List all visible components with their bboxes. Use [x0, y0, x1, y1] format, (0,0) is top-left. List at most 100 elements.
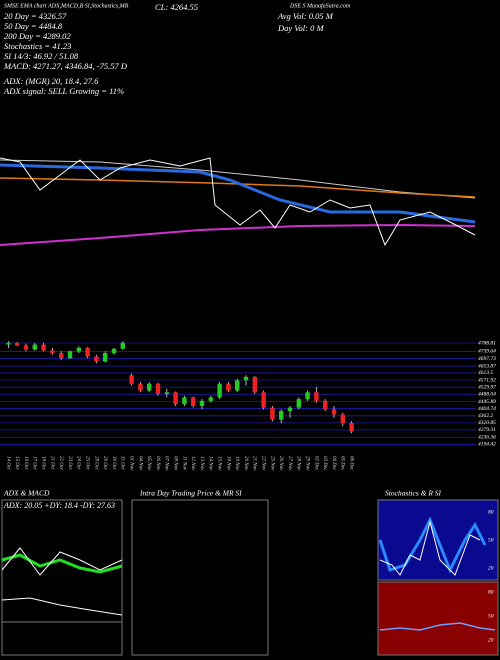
x-tick-label: 04 Nov	[137, 456, 142, 471]
candle-body	[138, 383, 143, 391]
candle-body	[6, 342, 11, 345]
y-tick-label: 4362.2	[478, 412, 493, 419]
intraday-panel	[131, 499, 269, 656]
adx-values: ADX: 20.05 +DY: 18.4 -DY: 27.63	[3, 501, 115, 510]
y-tick-label: 4279.31	[478, 426, 496, 433]
x-tick-label: 18 Nov	[225, 456, 230, 471]
candle-body	[252, 376, 257, 393]
y-tick-label: 4236.36	[478, 434, 496, 441]
x-tick-label: 14 Oct	[5, 456, 10, 470]
indicator: 50 Day = 4484.8	[4, 21, 63, 31]
x-tick-label: 28 Oct	[93, 456, 98, 470]
x-tick-label: 05 Dec	[340, 456, 345, 471]
candle-body	[32, 344, 37, 350]
x-tick-label: 19 Nov	[234, 456, 239, 471]
candle-body	[279, 411, 284, 420]
x-tick-label: 16 Oct	[23, 456, 28, 470]
x-tick-label: 15 Nov	[216, 456, 221, 471]
candle-body	[235, 380, 240, 391]
candle-body	[217, 383, 222, 398]
x-tick-label: 28 Nov	[296, 456, 301, 471]
candle-body	[23, 345, 29, 350]
indicator: MACD: 4271.27, 4346.84, -75.57 D	[3, 61, 128, 71]
candle-body	[59, 353, 64, 359]
candle-body	[76, 347, 81, 352]
x-tick-label: 13 Nov	[199, 456, 204, 471]
x-tick-label: 05 Nov	[146, 456, 151, 471]
ma-lines	[0, 157, 476, 247]
candle-body	[349, 423, 354, 432]
candle-body	[94, 356, 99, 362]
indicator: Stochastics = 41.23	[4, 41, 71, 51]
y-tick-label: 4529.97	[478, 383, 496, 390]
x-tick-label: 22 Nov	[260, 456, 265, 471]
rsi-panel	[377, 581, 499, 656]
adx-indicator: ADX signal: SELL Growing = 11%	[3, 86, 124, 96]
candle-body	[305, 392, 310, 400]
candle-body	[208, 397, 213, 401]
stoch-line	[378, 516, 487, 574]
volume: Day Vol: 0 M	[277, 23, 324, 33]
candle-chart: 4194.424236.364279.314320.854362.24404.7…	[0, 339, 496, 471]
x-tick-label: 25 Nov	[269, 456, 274, 471]
x-tick-label: 15 Oct	[14, 456, 19, 470]
x-tick-label: 11 Nov	[181, 456, 186, 471]
x-tick-label: 21 Oct	[49, 456, 54, 470]
volume: Avg Vol: 0.05 M	[277, 11, 334, 21]
x-tick-label: 06 Dec	[348, 456, 353, 471]
x-tick-label: 25 Oct	[84, 456, 89, 470]
x-tick-label: 24 Oct	[76, 456, 81, 470]
indicator: SI 14/3: 46.92 / 51.08	[4, 51, 79, 61]
x-tick-label: 20 Nov	[243, 456, 248, 471]
panel-title: Intra Day Trading Price & MR SI	[139, 489, 242, 498]
rsi-tick: 80	[488, 589, 494, 595]
panel-ticks: 80 50 20 80 50 20	[488, 509, 494, 643]
y-tick-label: 4697.73	[478, 355, 496, 362]
x-tick-label: 18 Oct	[40, 456, 45, 470]
stoch-tick: 80	[488, 509, 494, 515]
x-tick-label: 21 Nov	[252, 456, 257, 471]
y-tick-label: 4653.87	[478, 362, 496, 369]
y-tick-label: 4320.85	[478, 419, 496, 426]
y-tick-label: 4571.92	[478, 376, 496, 383]
candle-body	[340, 414, 345, 423]
x-tick-label: 08 Nov	[172, 456, 177, 471]
x-tick-label: 27 Nov	[287, 456, 292, 471]
di-line	[1, 547, 123, 576]
adx-indicator: ADX: (MGR) 20, 18.4, 27.6	[3, 76, 99, 86]
stoch-line	[379, 520, 481, 576]
y-tick-label: 4194.42	[478, 441, 496, 448]
candle-body	[103, 353, 108, 362]
indicator: 200 Day = 4289.02	[4, 31, 71, 41]
panel-title: ADX & MACD	[3, 489, 50, 498]
x-tick-label: 30 Oct	[111, 456, 116, 470]
candle-body	[164, 392, 169, 394]
candle-body	[111, 348, 117, 354]
candle-body	[261, 392, 266, 408]
candle-body	[182, 397, 187, 405]
price-line	[0, 157, 476, 247]
adx-panel	[1, 499, 123, 656]
x-tick-label: 26 Nov	[278, 456, 283, 471]
macd-line	[1, 597, 123, 616]
ma	[0, 177, 476, 198]
ma	[0, 223, 476, 246]
candle-body	[129, 375, 134, 384]
x-tick-label: 23 Oct	[67, 456, 72, 470]
candle-body	[199, 400, 205, 406]
x-tick-label: 01 Nov	[128, 456, 133, 471]
site: DSE S MunafaSutra.com	[289, 2, 351, 9]
candle-body	[85, 347, 90, 357]
candle-body	[191, 397, 196, 406]
candle-body	[67, 351, 73, 359]
candle-body	[314, 392, 319, 401]
candle-body	[41, 344, 46, 351]
x-tick-label: 14 Nov	[208, 456, 213, 471]
x-tick-label: 17 Oct	[32, 456, 37, 470]
y-tick-label: 4788.81	[478, 339, 496, 346]
stoch-tick: 50	[488, 537, 494, 543]
candle-body	[226, 383, 231, 391]
x-tick-label: 07 Nov	[164, 456, 169, 471]
